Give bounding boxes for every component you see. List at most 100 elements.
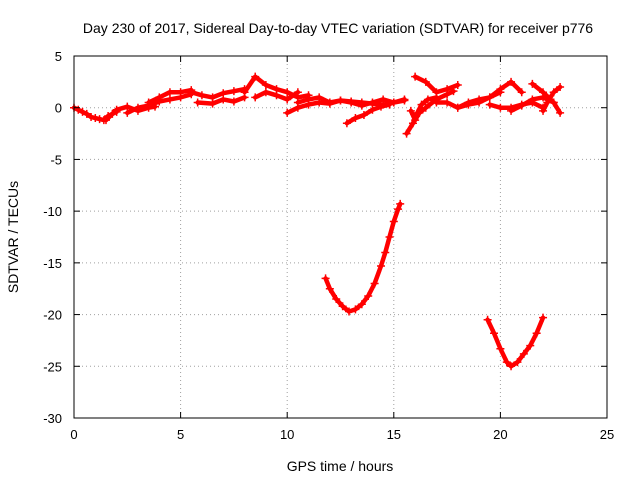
data-point — [385, 233, 394, 241]
data-point — [370, 279, 379, 288]
data-point — [155, 97, 164, 106]
data-point — [82, 109, 91, 118]
data-point — [539, 106, 548, 115]
data-point — [464, 100, 473, 109]
data-point — [483, 315, 492, 324]
data-point — [556, 108, 565, 117]
data-point — [539, 88, 548, 97]
data-point — [513, 358, 522, 367]
data-point — [325, 284, 334, 293]
x-tick-label: 0 — [70, 427, 77, 442]
data-point — [432, 98, 441, 107]
data-point — [208, 99, 217, 108]
y-tick-label: -10 — [43, 204, 62, 219]
data-point — [332, 295, 341, 304]
data-point — [187, 88, 196, 97]
y-tick-labels: 5 0 -5 -10 -15 -20 -25 -30 — [43, 49, 62, 426]
data-point — [123, 108, 132, 117]
data-point — [240, 88, 249, 97]
plot-frame — [73, 55, 608, 419]
data-point — [539, 313, 548, 322]
data-point — [490, 329, 499, 338]
data-point — [219, 95, 228, 104]
data-point — [385, 100, 394, 109]
y-tick-label: -25 — [43, 359, 62, 374]
x-axis-label: GPS time / hours — [287, 458, 394, 474]
data-point — [338, 302, 347, 311]
data-point — [351, 305, 360, 314]
data-series — [70, 72, 565, 371]
data-point — [507, 106, 516, 115]
x-tick-label: 5 — [177, 427, 184, 442]
data-point — [357, 98, 366, 107]
data-point — [261, 80, 270, 89]
data-point — [336, 96, 345, 105]
data-point — [101, 116, 110, 125]
data-point — [133, 103, 142, 112]
axis-ticks — [73, 55, 608, 419]
y-tick-label: -15 — [43, 256, 62, 271]
data-point — [475, 98, 484, 107]
data-point — [251, 93, 260, 102]
data-point — [526, 341, 535, 350]
data-point — [165, 88, 174, 97]
data-point — [502, 358, 511, 367]
data-point — [519, 349, 528, 358]
data-point — [347, 97, 356, 106]
data-point — [402, 129, 411, 138]
data-point — [443, 98, 452, 107]
data-point — [283, 88, 292, 97]
data-point — [283, 95, 292, 104]
data-point — [364, 291, 373, 300]
data-point — [389, 98, 398, 107]
x-tick-label: 25 — [600, 427, 614, 442]
data-point — [394, 205, 403, 214]
data-point — [432, 88, 441, 97]
data-point — [229, 97, 238, 106]
data-point — [377, 261, 386, 270]
data-point — [197, 91, 206, 100]
data-point — [91, 114, 100, 123]
data-point — [345, 307, 354, 316]
x-tick-labels: 0 5 10 15 20 25 — [70, 427, 614, 442]
data-point — [95, 115, 104, 124]
data-point — [251, 72, 260, 81]
data-point — [549, 88, 558, 97]
data-point — [87, 113, 96, 122]
data-point — [359, 110, 368, 119]
data-point — [406, 106, 415, 115]
data-point — [351, 114, 360, 123]
data-point — [496, 103, 505, 112]
data-point — [528, 95, 537, 104]
y-tick-label: 5 — [55, 49, 62, 64]
data-point — [485, 93, 494, 102]
series-sat-t — [540, 84, 563, 114]
data-point — [396, 199, 405, 208]
x-tick-label: 15 — [387, 427, 401, 442]
x-tick-label: 20 — [493, 427, 507, 442]
data-point — [381, 248, 390, 257]
series-sat-v — [485, 315, 546, 369]
data-point — [144, 101, 153, 110]
data-point — [112, 105, 121, 114]
data-point — [507, 77, 516, 86]
data-point — [496, 85, 505, 94]
data-point — [193, 98, 202, 107]
data-point — [528, 79, 537, 88]
data-point — [453, 80, 462, 89]
data-point — [517, 88, 526, 97]
data-point — [556, 83, 565, 92]
data-point — [78, 107, 87, 116]
y-tick-label: -30 — [43, 411, 62, 426]
data-point — [543, 98, 552, 107]
y-tick-label: -5 — [50, 152, 62, 167]
data-point — [272, 91, 281, 100]
data-point — [423, 95, 432, 104]
data-point — [368, 105, 377, 114]
data-point — [496, 344, 505, 353]
data-point — [165, 95, 174, 104]
data-point — [517, 101, 526, 110]
data-point — [507, 362, 516, 371]
